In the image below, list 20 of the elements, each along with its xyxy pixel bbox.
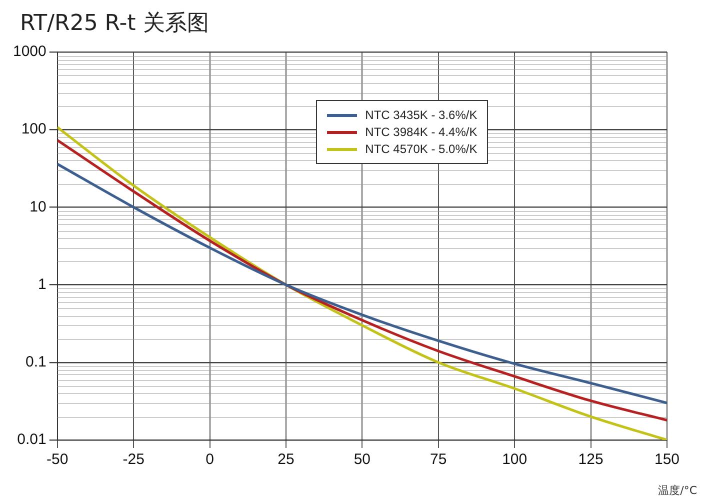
x-tick-label: 150 bbox=[654, 451, 680, 468]
y-tick-label: 0.01 bbox=[17, 431, 46, 448]
x-tick-label: 50 bbox=[354, 451, 371, 468]
legend-label: NTC 3984K - 4.4%/K bbox=[365, 125, 478, 139]
y-tick-label: 10 bbox=[30, 198, 46, 216]
x-tick-label: -50 bbox=[46, 451, 68, 468]
y-tick-label: 1000 bbox=[12, 43, 46, 60]
chart-title: RT/R25 R-t 关系图 bbox=[20, 10, 209, 38]
legend-label: NTC 4570K - 5.0%/K bbox=[365, 142, 478, 156]
x-tick-label: -25 bbox=[122, 451, 144, 468]
x-tick-label: 125 bbox=[578, 451, 604, 468]
x-tick-label: 25 bbox=[278, 451, 294, 468]
x-tick-label: 75 bbox=[430, 451, 447, 468]
y-tick-label: 0.1 bbox=[26, 354, 46, 371]
y-tick-label: 1 bbox=[38, 276, 46, 293]
x-tick-label: 0 bbox=[206, 451, 214, 468]
x-tick-label: 100 bbox=[502, 451, 528, 468]
legend-label: NTC 3435K - 3.6%/K bbox=[365, 108, 478, 122]
y-tick-label: 100 bbox=[21, 120, 46, 138]
x-axis-title: 温度/°C bbox=[658, 483, 697, 498]
